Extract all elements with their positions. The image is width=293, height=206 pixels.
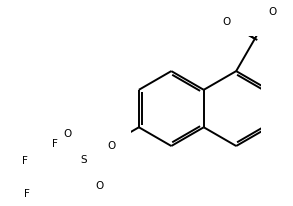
Text: S: S <box>81 154 87 164</box>
Text: O: O <box>64 129 72 138</box>
Text: F: F <box>22 155 28 165</box>
Text: O: O <box>108 140 116 150</box>
Text: O: O <box>268 7 276 17</box>
Text: F: F <box>24 188 30 198</box>
Text: O: O <box>223 17 231 27</box>
Text: O: O <box>96 180 104 190</box>
Text: F: F <box>52 138 57 148</box>
